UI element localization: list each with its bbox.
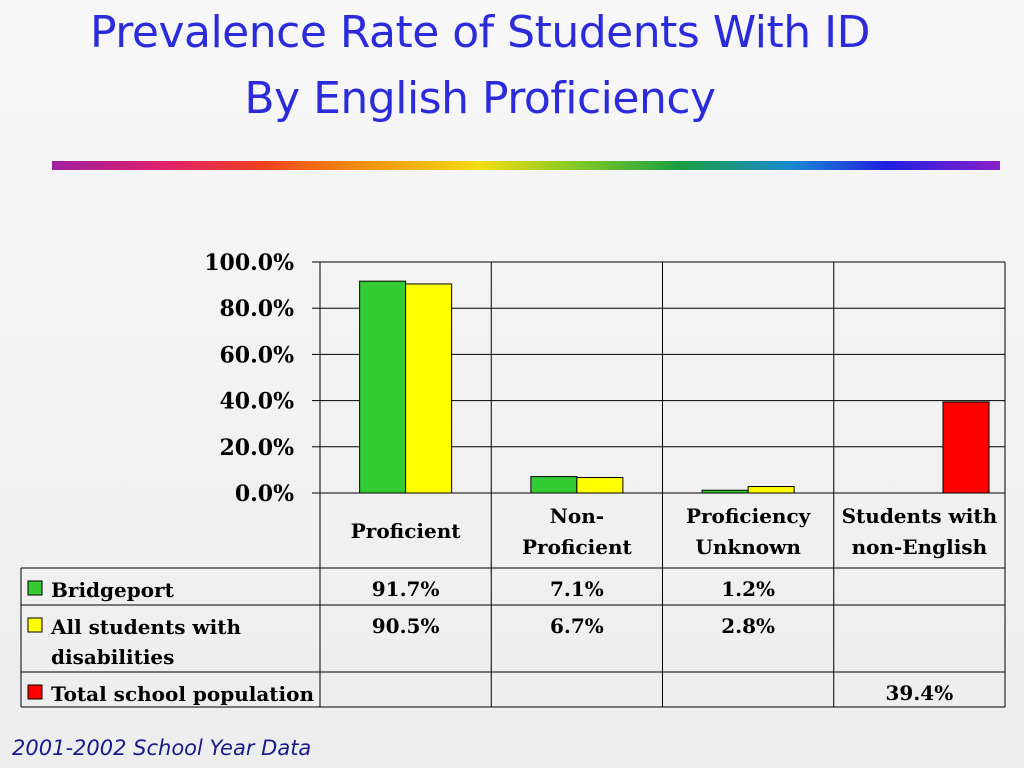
category-label: Non- [550,504,604,528]
category-label: non-English [852,535,988,559]
data-label: 2.8% [721,614,775,638]
category-label: Students with [842,504,998,528]
data-label: 91.7% [372,577,440,601]
data-label: 39.4% [886,681,954,705]
legend-series-name: disabilities [51,645,174,669]
slide-title: Prevalence Rate of Students With ID By E… [0,0,960,132]
data-label: 90.5% [372,614,440,638]
y-tick-label: 60.0% [220,342,295,368]
footer-note: 2001-2002 School Year Data [12,736,312,760]
legend-swatch [27,580,43,596]
data-label: 7.1% [550,577,604,601]
bar [747,486,795,494]
bar [701,489,749,494]
category-label: Proficient [351,519,461,543]
data-label: 1.2% [721,577,775,601]
title-line-2: By English Proficiency [244,73,716,124]
category-label: Unknown [695,535,801,559]
rainbow-divider [52,161,1000,170]
legend-swatch [27,617,43,633]
legend-swatch [27,684,43,700]
legend-series-name: All students with [50,615,241,639]
y-tick-label: 20.0% [220,435,295,461]
bar [359,280,407,494]
bar [576,477,624,494]
legend-series-name: Total school population [51,682,314,706]
category-label: Proficiency [686,504,812,528]
y-tick-label: 80.0% [220,296,295,322]
title-line-1: Prevalence Rate of Students With ID [89,7,871,58]
bar [405,283,453,494]
y-tick-label: 100.0% [204,250,294,276]
y-tick-label: 40.0% [220,389,295,415]
category-label: Proficient [522,535,632,559]
legend-series-name: Bridgeport [51,578,175,602]
bar [942,401,990,494]
data-label: 6.7% [550,614,604,638]
bar [530,476,578,494]
y-tick-label: 0.0% [235,481,294,507]
